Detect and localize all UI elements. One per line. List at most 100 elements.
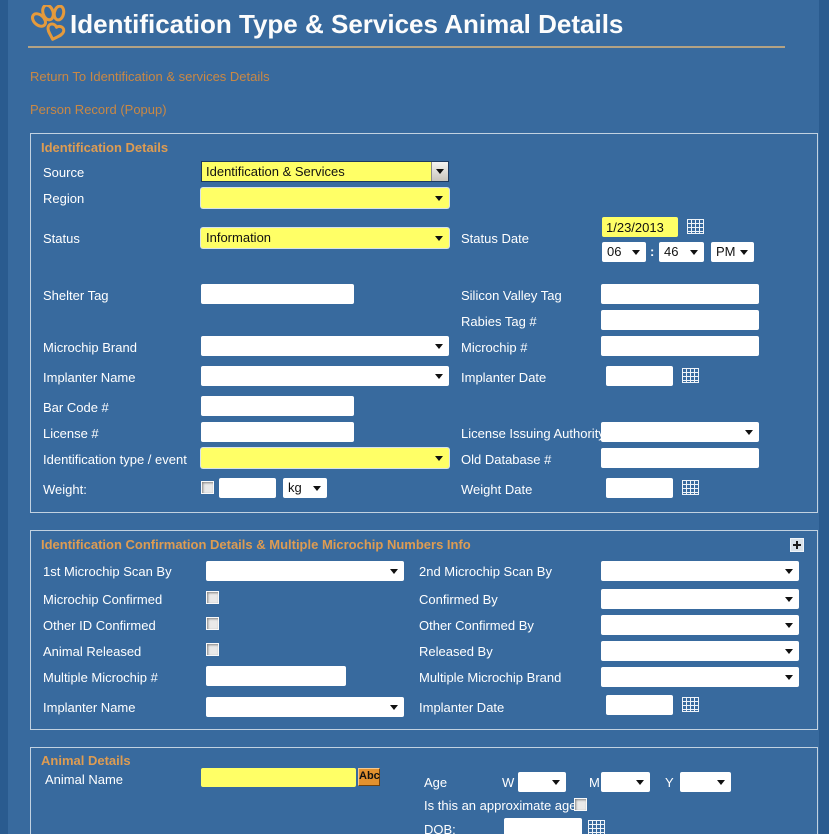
id-type-label: Identification type / event	[43, 452, 187, 467]
rabies-tag-label: Rabies Tag #	[461, 314, 537, 329]
other-id-checkbox[interactable]	[206, 617, 219, 630]
source-select[interactable]: Identification & Services	[201, 161, 449, 182]
implanter-name-label: Implanter Name	[43, 370, 136, 385]
title-divider	[28, 46, 785, 48]
return-link[interactable]: Return To Identification & services Deta…	[30, 69, 270, 84]
chevron-down-icon	[785, 649, 793, 654]
microchip-brand-label: Microchip Brand	[43, 340, 137, 355]
age-years-select[interactable]	[680, 772, 731, 792]
implanter-name2-select[interactable]	[206, 697, 404, 717]
multi-brand-select[interactable]	[601, 667, 799, 687]
age-w-label: W	[502, 775, 515, 790]
chevron-down-icon	[435, 196, 443, 201]
chevron-down-icon	[717, 780, 725, 785]
animal-released-checkbox[interactable]	[206, 643, 219, 656]
old-database-input[interactable]	[601, 448, 759, 468]
dob-input[interactable]	[504, 818, 582, 834]
status-date-input[interactable]	[602, 217, 678, 237]
implanter-date-input[interactable]	[606, 366, 673, 386]
chevron-down-icon	[636, 780, 644, 785]
implanter-date-label: Implanter Date	[461, 370, 547, 385]
status-hour-select[interactable]: 06	[602, 242, 646, 262]
approx-age-label: Is this an approximate age?	[424, 798, 584, 813]
weight-date-input[interactable]	[606, 478, 673, 498]
weight-input[interactable]	[219, 478, 276, 498]
animal-released-label: Animal Released	[43, 644, 142, 659]
animal-name-label: Animal Name	[45, 772, 124, 787]
section-title: Identification Details	[41, 140, 169, 155]
released-by-select[interactable]	[601, 641, 799, 661]
person-record-link[interactable]: Person Record (Popup)	[30, 102, 167, 117]
time-separator: :	[650, 244, 655, 259]
chevron-down-icon	[745, 430, 753, 435]
scan2-select[interactable]	[601, 561, 799, 581]
source-value: Identification & Services	[206, 164, 345, 179]
move-icon[interactable]	[790, 538, 804, 552]
chevron-down-icon	[552, 780, 560, 785]
chevron-down-icon	[435, 374, 443, 379]
ampm-value: PM	[716, 244, 736, 259]
status-select[interactable]: Information	[201, 228, 449, 248]
window-edge-left	[0, 0, 8, 834]
microchip-num-input[interactable]	[601, 336, 759, 356]
implanter-date2-label: Implanter Date	[419, 700, 505, 715]
weight-unit-value: kg	[288, 480, 302, 495]
age-label: Age	[424, 775, 448, 790]
license-authority-select[interactable]	[601, 422, 759, 442]
rabies-tag-input[interactable]	[601, 310, 759, 330]
chevron-down-icon	[435, 236, 443, 241]
approx-age-checkbox[interactable]	[574, 798, 587, 811]
window-edge-right	[819, 0, 829, 834]
multi-chip-input[interactable]	[206, 666, 346, 686]
calendar-icon[interactable]	[687, 219, 704, 234]
region-select[interactable]	[201, 188, 449, 208]
status-date-label: Status Date	[461, 231, 529, 246]
confirmation-section: Identification Confirmation Details & Mu…	[30, 530, 818, 730]
paw-icon	[30, 5, 66, 41]
microchip-brand-select[interactable]	[201, 336, 449, 356]
section-title: Identification Confirmation Details & Mu…	[41, 537, 471, 552]
animal-name-input[interactable]	[201, 768, 356, 787]
chevron-down-icon	[390, 705, 398, 710]
calendar-icon[interactable]	[682, 368, 699, 383]
weight-unit-select[interactable]: kg	[283, 478, 327, 498]
source-label: Source	[43, 165, 85, 180]
chevron-down-icon	[390, 569, 398, 574]
weight-checkbox[interactable]	[201, 481, 214, 494]
silicon-valley-tag-label: Silicon Valley Tag	[461, 288, 562, 303]
silicon-valley-tag-input[interactable]	[601, 284, 759, 304]
chevron-down-icon	[785, 675, 793, 680]
calendar-icon[interactable]	[588, 820, 605, 834]
confirmed-by-select[interactable]	[601, 589, 799, 609]
scan1-select[interactable]	[206, 561, 404, 581]
status-label: Status	[43, 231, 80, 246]
identification-details-section: Identification Details Source Identifica…	[30, 133, 818, 513]
status-minute-select[interactable]: 46	[659, 242, 704, 262]
multi-brand-label: Multiple Microchip Brand	[419, 670, 562, 685]
chip-confirmed-checkbox[interactable]	[206, 591, 219, 604]
calendar-icon[interactable]	[682, 697, 699, 712]
bar-code-input[interactable]	[201, 396, 354, 416]
age-months-select[interactable]	[601, 772, 650, 792]
age-m-label: M	[589, 775, 600, 790]
page-title: Identification Type & Services Animal De…	[70, 9, 624, 39]
dob-label: DOB:	[424, 822, 456, 834]
license-input[interactable]	[201, 422, 354, 442]
spellcheck-button[interactable]: Abc	[358, 768, 380, 786]
other-id-label: Other ID Confirmed	[43, 618, 156, 633]
implanter-name-select[interactable]	[201, 366, 449, 386]
calendar-icon[interactable]	[682, 480, 699, 495]
age-weeks-select[interactable]	[518, 772, 566, 792]
region-label: Region	[43, 191, 85, 206]
age-y-label: Y	[665, 775, 674, 790]
other-confirmed-by-label: Other Confirmed By	[419, 618, 534, 633]
id-type-select[interactable]	[201, 448, 449, 468]
other-confirmed-by-select[interactable]	[601, 615, 799, 635]
status-ampm-select[interactable]: PM	[711, 242, 754, 262]
implanter-date2-input[interactable]	[606, 695, 673, 715]
chevron-down-icon	[313, 486, 321, 491]
shelter-tag-input[interactable]	[201, 284, 354, 304]
animal-details-section: Animal Details Animal Name Abc Age W M Y…	[30, 747, 818, 834]
status-value: Information	[206, 230, 272, 245]
